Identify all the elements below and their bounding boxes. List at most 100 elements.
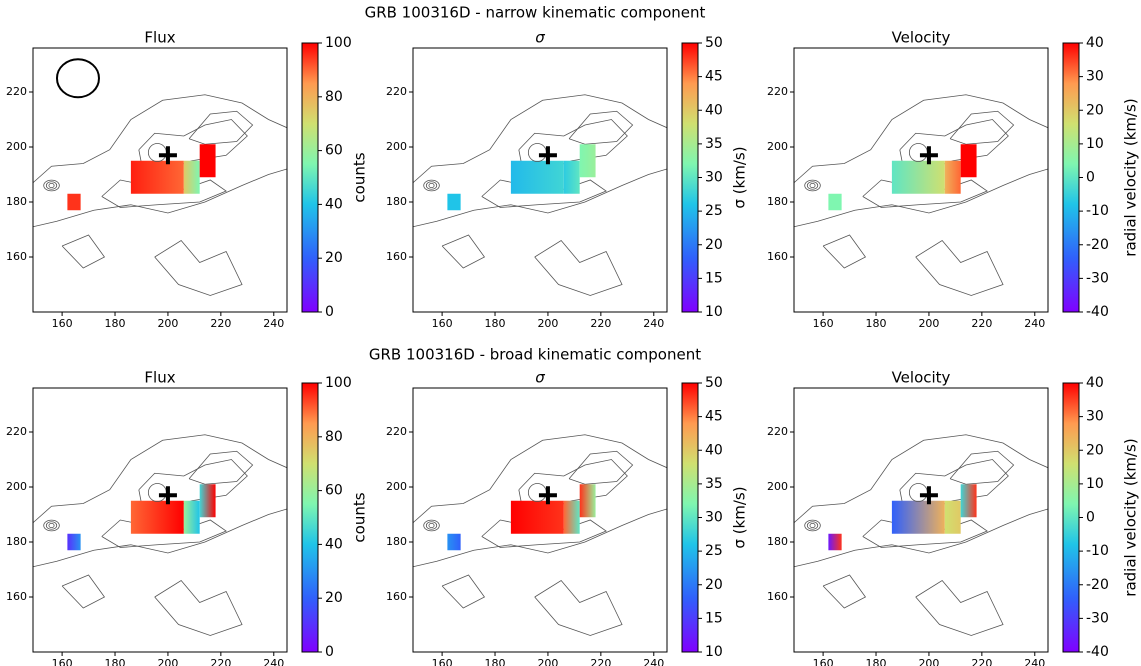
- contour: [188, 110, 254, 145]
- contour: [413, 434, 667, 524]
- contour: [568, 110, 634, 145]
- x-tick-label: 220: [210, 317, 231, 330]
- colorbar-tick-label: 30: [1086, 409, 1104, 425]
- x-tick-label: 220: [210, 657, 231, 666]
- contour: [794, 94, 1048, 184]
- x-tick-label: 160: [52, 657, 73, 666]
- contour: [147, 483, 167, 502]
- colorbar-tick-label: 80: [325, 429, 343, 445]
- contour: [949, 450, 1015, 485]
- y-tick-label: 200: [6, 140, 27, 153]
- contour: [806, 521, 819, 530]
- colorbar-tick-label: 10: [705, 304, 723, 320]
- x-tick-label: 240: [643, 317, 664, 330]
- x-tick-label: 180: [485, 657, 506, 666]
- contour: [61, 574, 106, 609]
- emission-patch: [199, 144, 216, 178]
- y-tick-label: 200: [767, 480, 788, 493]
- colorbar-tick-label: 0: [1086, 510, 1095, 526]
- x-tick-label: 220: [590, 317, 611, 330]
- contour: [804, 519, 821, 532]
- x-tick-label: 180: [485, 317, 506, 330]
- colorbar-tick-label: 80: [325, 89, 343, 105]
- y-tick-label: 180: [6, 195, 27, 208]
- x-tick-label: 180: [105, 317, 126, 330]
- x-tick-label: 160: [52, 317, 73, 330]
- colorbar-tick-label: 20: [1086, 442, 1104, 458]
- y-tick-label: 180: [767, 535, 788, 548]
- colorbar-tick-label: 60: [325, 143, 343, 159]
- emission-patch: [447, 193, 461, 211]
- contour: [423, 179, 440, 192]
- x-tick-label: 220: [971, 317, 992, 330]
- contour: [804, 179, 821, 192]
- colorbar-tick-label: 20: [705, 577, 723, 593]
- panel: σ 160 180 200 220 240 160 180 200 220 10 15 20 25 30 35…: [386, 29, 749, 331]
- colorbar-tick-label: 30: [1086, 69, 1104, 85]
- emission-patch: [579, 144, 596, 178]
- x-tick-label: 240: [643, 657, 664, 666]
- colorbar-tick-label: 30: [705, 510, 723, 526]
- emission-patch: [891, 500, 945, 534]
- colorbar-tick-label: 35: [705, 136, 723, 152]
- emission-patch: [563, 160, 580, 194]
- contour: [915, 579, 1004, 636]
- colorbar-label: counts: [351, 152, 369, 202]
- axes-frame: [412, 387, 668, 653]
- contour: [423, 519, 440, 532]
- contour: [908, 143, 928, 162]
- contour: [428, 522, 435, 529]
- colorbar-label: counts: [351, 492, 369, 542]
- colorbar-tick-label: -40: [1086, 304, 1109, 320]
- contour: [794, 168, 1048, 228]
- colorbar-tick-label: 45: [705, 69, 723, 85]
- colorbar-tick-label: 100: [325, 35, 352, 51]
- colorbar-tick-label: 35: [705, 476, 723, 492]
- y-tick-label: 220: [386, 85, 407, 98]
- y-tick-label: 180: [386, 535, 407, 548]
- colorbar-tick-label: 40: [1086, 35, 1104, 51]
- y-tick-label: 180: [767, 195, 788, 208]
- contour: [425, 521, 438, 530]
- y-tick-label: 220: [767, 85, 788, 98]
- grb-position: [538, 486, 557, 505]
- y-tick-label: 220: [6, 85, 27, 98]
- contour: [43, 519, 60, 532]
- psf-beam: [55, 58, 100, 99]
- axes-frame: [412, 47, 668, 313]
- contour: [794, 434, 1048, 524]
- colorbar: [681, 42, 699, 313]
- colorbar-tick-label: 40: [705, 442, 723, 458]
- colorbar-tick-label: -20: [1086, 237, 1109, 253]
- contour: [33, 508, 287, 568]
- colorbar-tick-label: -30: [1086, 610, 1109, 626]
- x-tick-label: 160: [432, 657, 453, 666]
- panel-title: Flux: [144, 29, 175, 47]
- emission-patch: [130, 160, 184, 194]
- colorbar-tick-label: -40: [1086, 644, 1109, 660]
- colorbar-label: σ (km/s): [731, 486, 749, 548]
- colorbar-tick-label: 0: [325, 304, 334, 320]
- emission-patch: [510, 500, 564, 534]
- contour: [527, 483, 547, 502]
- contour: [441, 234, 486, 269]
- contour: [809, 182, 816, 189]
- x-tick-label: 240: [1024, 317, 1045, 330]
- colorbar-tick-label: 45: [705, 409, 723, 425]
- axes-frame: [793, 387, 1049, 653]
- contour: [908, 483, 928, 502]
- y-tick-label: 180: [386, 195, 407, 208]
- colorbar-label: σ (km/s): [731, 146, 749, 208]
- contour: [794, 508, 1048, 568]
- x-tick-label: 220: [590, 657, 611, 666]
- contour: [48, 522, 55, 529]
- contour: [413, 94, 667, 184]
- grb-position: [538, 146, 557, 165]
- x-tick-label: 180: [866, 657, 887, 666]
- x-tick-label: 200: [537, 657, 558, 666]
- contour: [527, 143, 547, 162]
- panel-title: σ: [535, 369, 545, 387]
- colorbar-label: radial velocity (km/s): [1122, 438, 1140, 596]
- colorbar: [1062, 42, 1080, 313]
